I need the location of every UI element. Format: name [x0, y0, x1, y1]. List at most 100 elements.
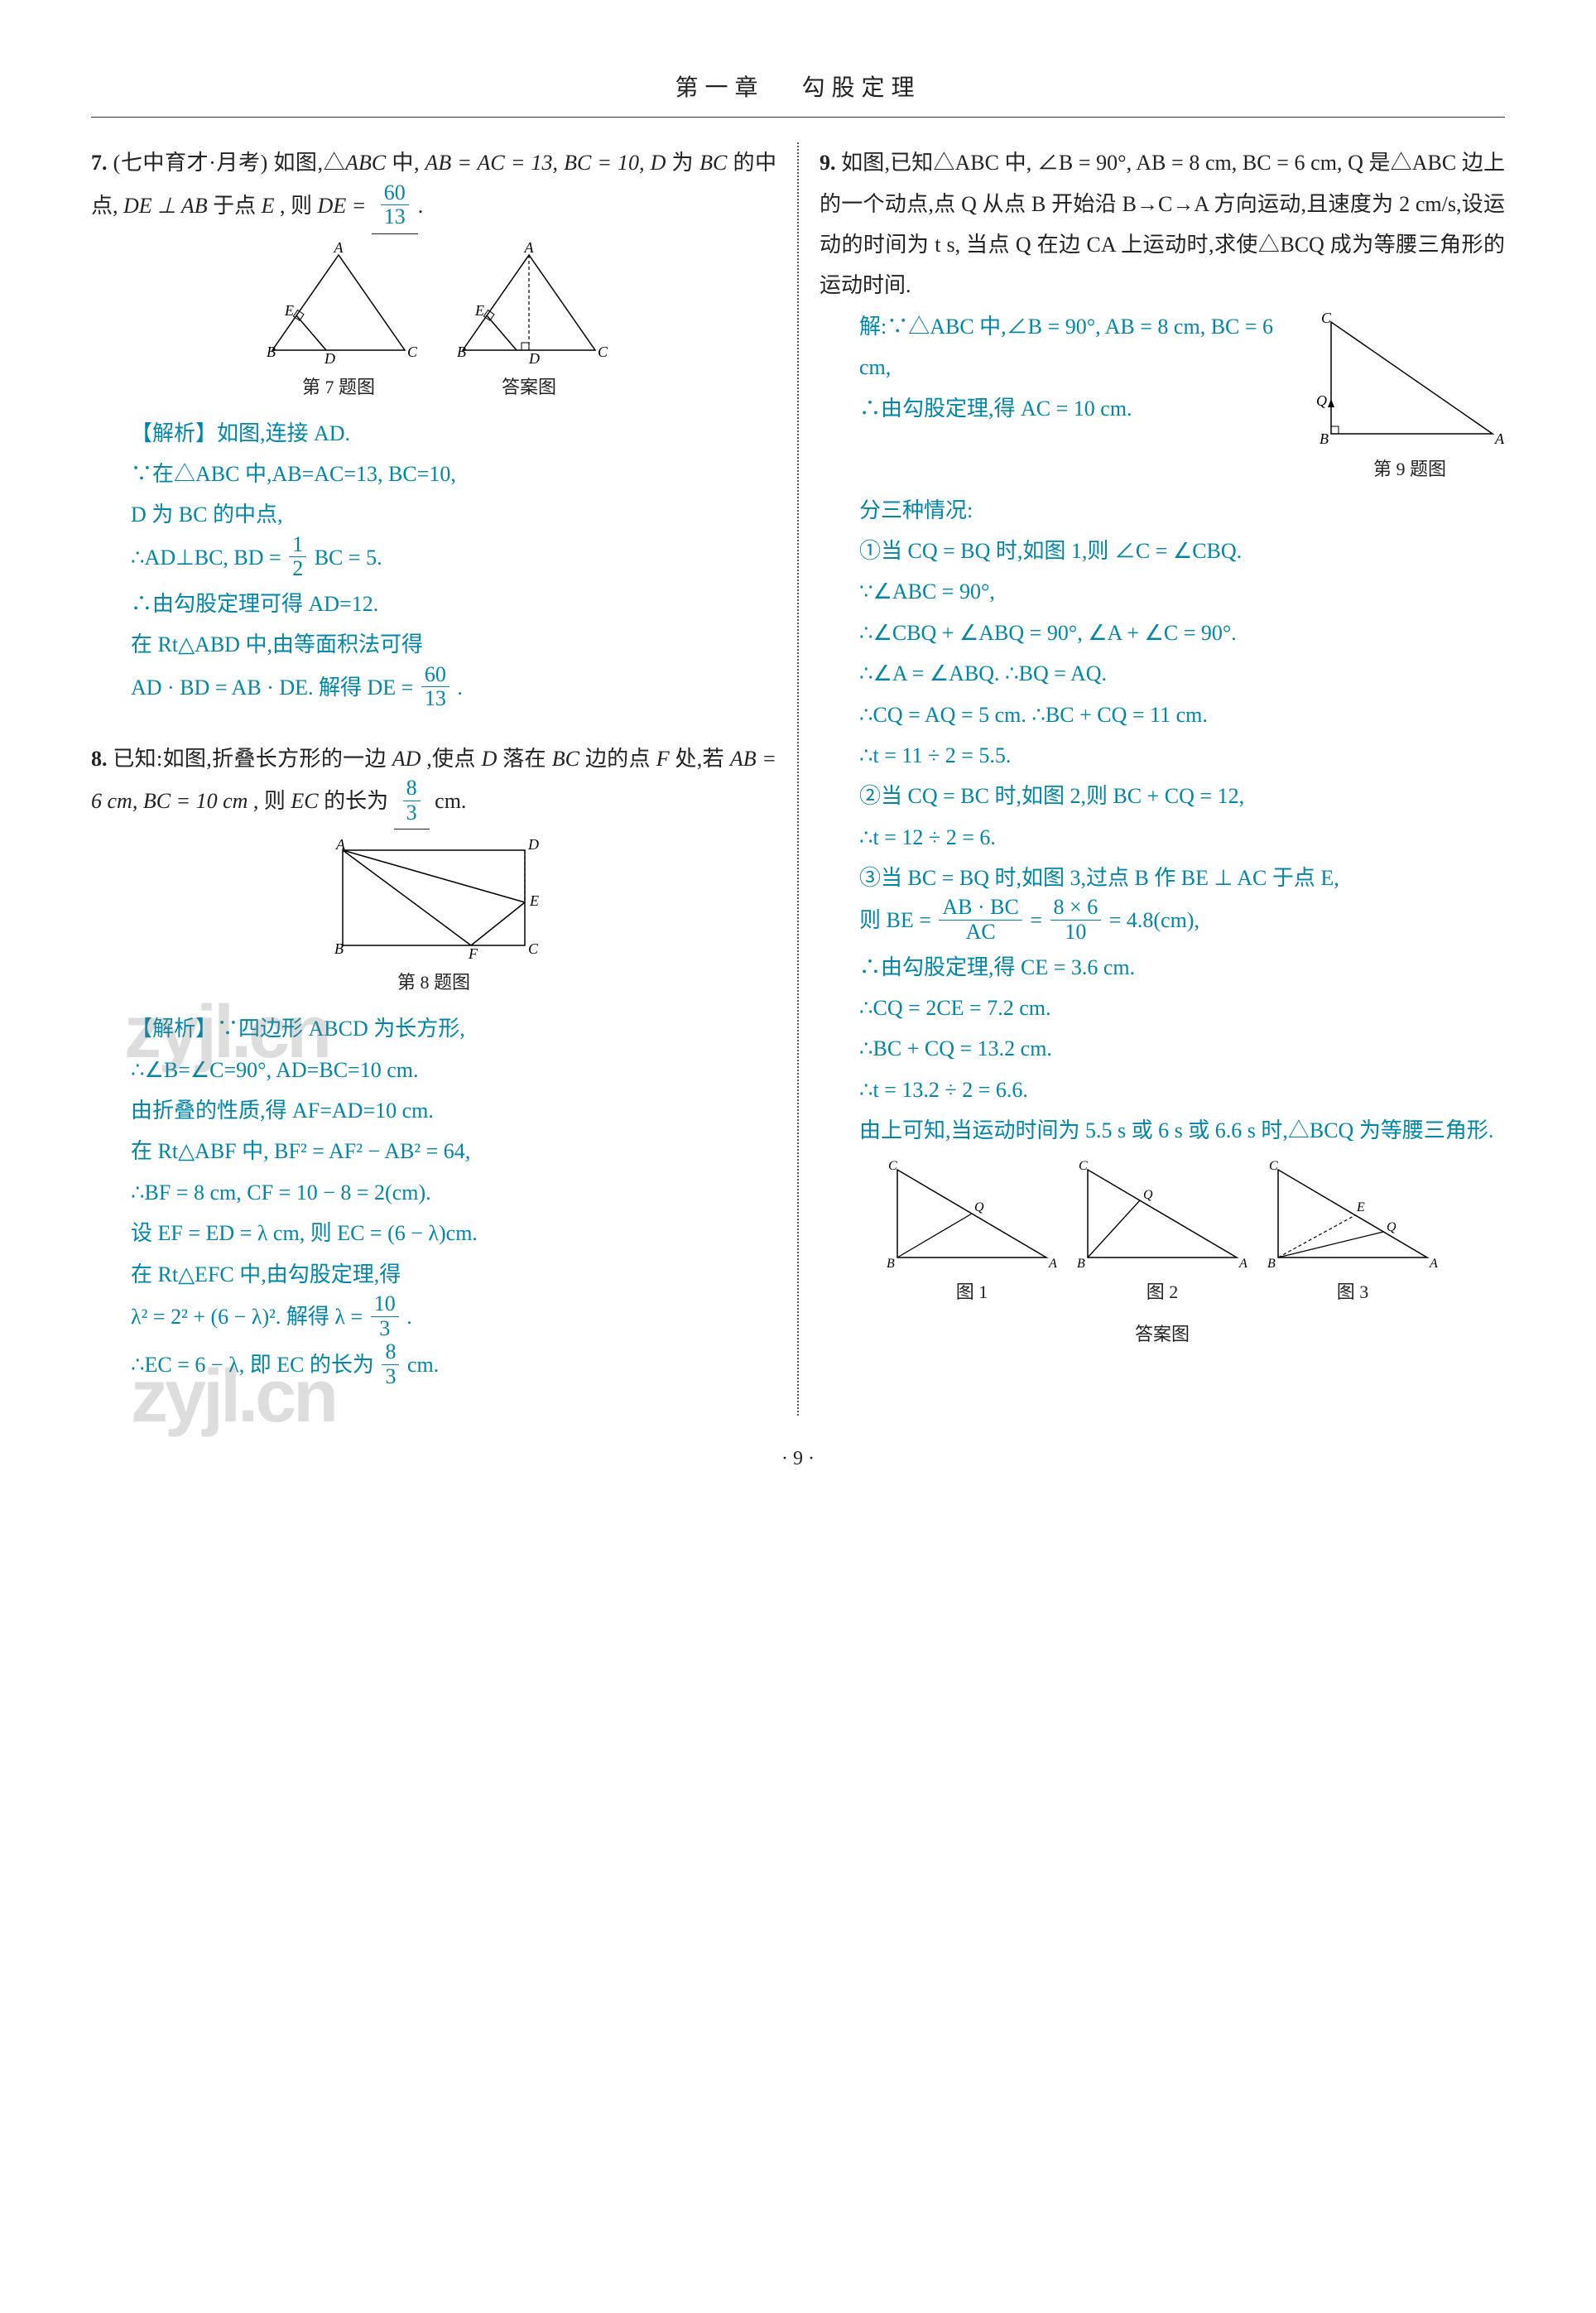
p7-t5: 于点 [213, 194, 262, 218]
svg-text:E: E [474, 302, 484, 319]
p9-s6: ∴∠A = ∠ABQ. ∴BQ = AQ. [859, 653, 1505, 694]
p9-s4: ∵∠ABC = 90°, [859, 571, 1505, 612]
problem-8-stem: 8. 已知:如图,折叠长方形的一边 AD ,使点 D 落在 BC 边的点 F 处… [91, 738, 776, 830]
p7-e: E [262, 194, 275, 218]
svg-text:A: A [1494, 430, 1505, 447]
column-divider [797, 142, 799, 1416]
p7-t3: 为 [671, 151, 699, 175]
p7-s2: D 为 BC 的中点, [131, 494, 776, 535]
svg-text:B: B [1320, 430, 1329, 447]
p7-de: DE = [318, 194, 372, 218]
p9-figcap: 第 9 题图 [1315, 452, 1505, 487]
p8-solution: 【解析】∵四边形 ABCD 为长方形, ∴∠B=∠C=90°, AD=BC=10… [91, 1008, 776, 1391]
svg-text:E: E [529, 892, 539, 909]
p8-figure: A D B C F E 第 8 题图 [91, 838, 776, 1000]
p9-main-figure: C B A Q 第 9 题图 [1315, 310, 1505, 487]
page-header: 第一章 勾股定理 [91, 66, 1505, 118]
p7-s5: 在 Rt△ABD 中,由等面积法可得 [131, 624, 776, 665]
triangle-altitude-icon: A B C D E [450, 243, 608, 367]
p8-s0: 【解析】∵四边形 ABCD 为长方形, [131, 1008, 776, 1049]
svg-text:A: A [335, 838, 346, 853]
svg-text:C: C [888, 1160, 897, 1173]
p9-s7: ∴CQ = AQ = 5 cm. ∴BC + CQ = 11 cm. [859, 695, 1505, 735]
p8-s2: 由折叠的性质,得 AF=AD=10 cm. [131, 1090, 776, 1131]
svg-text:C: C [407, 344, 417, 360]
p7-abc: ABC [345, 151, 386, 175]
svg-text:B: B [1077, 1257, 1085, 1271]
p9-s12: 则 BE = AB · BCAC = 8 × 610 = 4.8(cm), [859, 898, 1505, 946]
svg-text:A: A [1238, 1257, 1247, 1271]
triangle-icon: A B C D E [260, 243, 417, 367]
svg-text:B: B [267, 344, 276, 360]
svg-text:B: B [457, 344, 466, 360]
chapter-title: 勾股定理 [802, 75, 921, 101]
svg-text:C: C [528, 940, 539, 957]
svg-text:C: C [1079, 1160, 1088, 1173]
problem-number: 7. [91, 151, 108, 175]
p7-t2: 中, [392, 151, 419, 175]
p7-figcap-right: 答案图 [450, 370, 608, 405]
p9-s5: ∴∠CBQ + ∠ABQ = 90°, ∠A + ∠C = 90°. [859, 613, 1505, 653]
p7-s1: ∵在△ABC 中,AB=AC=13, BC=10, [131, 454, 776, 494]
p8-figcap: 第 8 题图 [326, 965, 541, 1000]
problem-number: 9. [820, 151, 836, 175]
p9-solution: C B A Q 第 9 题图 解:∵△ABC 中,∠B = 90°, AB = … [820, 306, 1505, 1152]
left-column: 7. (七中育才·月考) 如图,△ABC 中, AB = AC = 13, BC… [91, 142, 776, 1416]
svg-text:B: B [334, 940, 344, 957]
svg-text:B: B [1267, 1257, 1276, 1271]
p7-s6: AD · BD = AB · DE. 解得 DE = 6013 . [131, 666, 776, 714]
p9-s3: ①当 CQ = BQ 时,如图 1,则 ∠C = ∠CBQ. [859, 531, 1505, 571]
p9-s9: ②当 CQ = BC 时,如图 2,则 BC + CQ = 12, [859, 776, 1505, 816]
problem-number: 8. [91, 747, 108, 771]
svg-text:E: E [1356, 1200, 1365, 1214]
p7-t6: , 则 [280, 194, 312, 218]
p9-s10: ∴t = 12 ÷ 2 = 6. [859, 817, 1505, 858]
p7-fig-right: A B C D E 答案图 [450, 243, 608, 405]
p7-s3: ∴AD⊥BC, BD = 12 BC = 5. [131, 536, 776, 584]
problem-8: 8. 已知:如图,折叠长方形的一边 AD ,使点 D 落在 BC 边的点 F 处… [91, 738, 776, 1391]
svg-text:E: E [284, 302, 294, 319]
p9-s11: ③当 BC = BQ 时,如图 3,过点 B 作 BE ⊥ AC 于点 E, [859, 858, 1505, 898]
right-triangle-icon: C B A Q [1315, 310, 1505, 450]
triangle-q-icon: C B A Q [1075, 1160, 1249, 1272]
p8-s3: 在 Rt△ABF 中, BF² = AF² − AB² = 64, [131, 1131, 776, 1171]
svg-text:A: A [524, 243, 535, 256]
p9-s8: ∴t = 11 ÷ 2 = 5.5. [859, 735, 1505, 776]
p9-stem-text: 如图,已知△ABC 中, ∠B = 90°, AB = 8 cm, BC = 6… [820, 151, 1505, 297]
p7-answer-blank: 6013 [372, 184, 418, 234]
p9-s2: 分三种情况: [859, 490, 1505, 531]
p9-s14: ∴CQ = 2CE = 7.2 cm. [859, 988, 1505, 1028]
svg-text:C: C [598, 344, 608, 360]
two-column-layout: 7. (七中育才·月考) 如图,△ABC 中, AB = AC = 13, BC… [91, 142, 1505, 1416]
right-column: 9. 如图,已知△ABC 中, ∠B = 90°, AB = 8 cm, BC … [820, 142, 1505, 1416]
svg-text:B: B [887, 1257, 895, 1271]
svg-text:Q: Q [1143, 1188, 1153, 1202]
p8-s1: ∴∠B=∠C=90°, AD=BC=10 cm. [131, 1050, 776, 1090]
triangle-q-icon: C B A Q [885, 1160, 1059, 1272]
p7-bc: BC [699, 151, 727, 175]
p8-s8: ∴EC = 6 − λ, 即 EC 的长为 83 cm. [131, 1343, 776, 1391]
p9-ansfig-caption: 答案图 [820, 1317, 1505, 1352]
p8-s4: ∴BF = 8 cm, CF = 10 − 8 = 2(cm). [131, 1172, 776, 1213]
p7-s0: 【解析】如图,连接 AD. [131, 413, 776, 454]
svg-text:A: A [1429, 1257, 1438, 1271]
svg-text:A: A [334, 243, 344, 256]
p9-fig1: C B A Q 图 1 [885, 1160, 1059, 1310]
rectangle-fold-icon: A D B C F E [326, 838, 541, 962]
p7-eq1: AB = AC = 13, BC = 10, D [425, 151, 666, 175]
svg-text:D: D [324, 350, 335, 367]
problem-7-stem: 7. (七中育才·月考) 如图,△ABC 中, AB = AC = 13, BC… [91, 142, 776, 234]
p7-s4: ∴由勾股定理可得 AD=12. [131, 584, 776, 624]
p8-answer-blank: 83 [394, 779, 430, 830]
svg-text:D: D [528, 350, 540, 367]
p7-figcap-left: 第 7 题图 [260, 370, 417, 405]
svg-text:C: C [1321, 310, 1332, 326]
svg-text:C: C [1269, 1160, 1278, 1173]
p8-s7: λ² = 2² + (6 − λ)². 解得 λ = 103 . [131, 1295, 776, 1343]
svg-text:Q: Q [1316, 392, 1327, 409]
p9-answer-figs: C B A Q 图 1 C B A Q [820, 1160, 1505, 1310]
svg-text:D: D [527, 838, 539, 853]
p7-fig-left: A B C D E 第 7 题图 [260, 243, 417, 405]
chapter-label: 第一章 [675, 75, 764, 101]
problem-7: 7. (七中育才·月考) 如图,△ABC 中, AB = AC = 13, BC… [91, 142, 776, 714]
